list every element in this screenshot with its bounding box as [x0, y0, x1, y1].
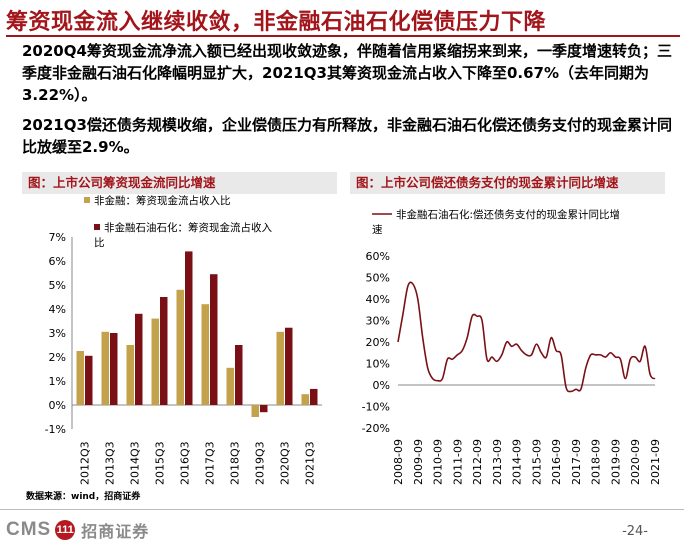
y-tick-label: 30%: [366, 315, 390, 328]
x-tick-label: 2016-09: [550, 439, 563, 485]
bar: [226, 367, 234, 405]
y-tick-label: 4%: [49, 303, 66, 316]
x-tick-label: 2013Q3: [104, 441, 117, 485]
bar: [76, 351, 84, 405]
x-tick-label: 2019Q3: [254, 441, 267, 485]
legend-swatch-nonfin-ex: [94, 224, 100, 230]
y-tick-label: -10%: [362, 401, 390, 414]
x-tick-label: 2015Q3: [154, 441, 167, 485]
x-tick-label: 2021Q3: [304, 441, 317, 485]
page-number: -24-: [622, 524, 648, 539]
x-tick-label: 2010-09: [432, 439, 445, 485]
bar: [85, 355, 93, 405]
bar: [160, 297, 168, 405]
bar: [235, 345, 243, 405]
x-tick-label: 2017-09: [570, 439, 583, 485]
bar: [285, 327, 293, 405]
x-tick-label: 2018Q3: [229, 441, 242, 485]
x-tick-label: 2018-09: [590, 439, 603, 485]
y-tick-label: -1%: [45, 423, 66, 436]
y-tick-label: 1%: [49, 375, 66, 388]
bar: [260, 405, 268, 413]
series-line: [397, 281, 656, 393]
bar: [210, 274, 218, 405]
bar: [301, 394, 309, 405]
footer-divider: [0, 509, 684, 510]
x-tick-label: 2021-09: [649, 439, 662, 485]
debt-repayment-line-chart: 非金融石油石化:偿还债务支付的现金累计同比增速 -20% -10% 0% 10% 20% 3…: [362, 208, 662, 485]
legend-label-nonfin-ex-line2: 比: [94, 236, 105, 249]
bar: [126, 345, 134, 405]
x-tick-label: 2017Q3: [204, 441, 217, 485]
bar: [151, 318, 159, 405]
right-chart-title: 图：上市公司偿还债务支付的现金累计同比增速: [350, 172, 665, 194]
y-tick-label: -20%: [362, 422, 390, 435]
y-tick-label: 0%: [373, 379, 390, 392]
title-underline: [6, 35, 680, 37]
bar: [276, 331, 284, 405]
x-tick-label: 2019-09: [609, 439, 622, 485]
x-tick-label: 2012Q3: [79, 441, 92, 485]
x-tick-label: 2008-09: [392, 439, 405, 485]
y-tick-label: 6%: [49, 255, 66, 268]
bar: [176, 289, 184, 405]
bar: [110, 333, 118, 405]
y-tick-label: 3%: [49, 327, 66, 340]
paragraph-financing-cashflow: 2020Q4筹资现金流净流入额已经出现收敛迹象，伴随着信用紧缩拐来到来，一季度增…: [22, 42, 672, 104]
bar: [251, 405, 259, 417]
x-tick-label: 2020Q3: [279, 441, 292, 485]
legend-label-nonfin: 非金融：筹资现金流占收入比: [94, 194, 231, 207]
y-tick-label: 0%: [49, 399, 66, 412]
paragraph-debt-repayment: 2021Q3偿还债务规模收缩，企业偿债压力有所释放，非金融石油石化偿还债务支付的…: [22, 116, 672, 156]
data-source-note: 数据来源：wind，招商证券: [26, 492, 141, 502]
y-tick-label: 10%: [366, 358, 390, 371]
bar: [201, 304, 209, 405]
legend-swatch-nonfin: [84, 197, 90, 203]
bar: [310, 388, 318, 405]
slide-title: 筹资现金流入继续收敛，非金融石油石化偿债压力下降: [6, 9, 547, 35]
x-tick-label: 2016Q3: [179, 441, 192, 485]
legend-label-nonfin-ex-line1: 非金融石油石化：筹资现金流占收入: [104, 221, 272, 234]
left-chart-title: 图：上市公司筹资现金流同比增速: [22, 172, 337, 194]
y-tick-label: 60%: [366, 250, 390, 263]
x-tick-label: 2013-09: [491, 439, 504, 485]
y-tick-label: 50%: [366, 272, 390, 285]
bar: [101, 331, 109, 405]
bar: [135, 313, 143, 405]
y-tick-label: 40%: [366, 293, 390, 306]
x-tick-label: 2009-09: [412, 439, 425, 485]
x-tick-label: 2014Q3: [129, 441, 142, 485]
logo-mark-icon: 111: [55, 520, 76, 540]
y-tick-label: 7%: [49, 231, 66, 244]
x-tick-label: 2020-09: [629, 439, 642, 485]
y-tick-label: 2%: [49, 351, 66, 364]
y-tick-label: 5%: [49, 279, 66, 292]
x-tick-label: 2015-09: [530, 439, 543, 485]
cms-logo: CMS 111 招商证券: [6, 518, 149, 542]
x-tick-label: 2014-09: [511, 439, 524, 485]
logo-company-name: 招商证券: [81, 522, 150, 541]
logo-text: CMS: [6, 519, 52, 540]
legend-label-line2: 速: [372, 224, 383, 236]
y-tick-label: 20%: [366, 336, 390, 349]
x-tick-label: 2012-09: [471, 439, 484, 485]
x-tick-label: 2011-09: [451, 439, 464, 485]
legend-label-line1: 非金融石油石化:偿还债务支付的现金累计同比增: [396, 208, 620, 221]
bar: [185, 251, 193, 405]
